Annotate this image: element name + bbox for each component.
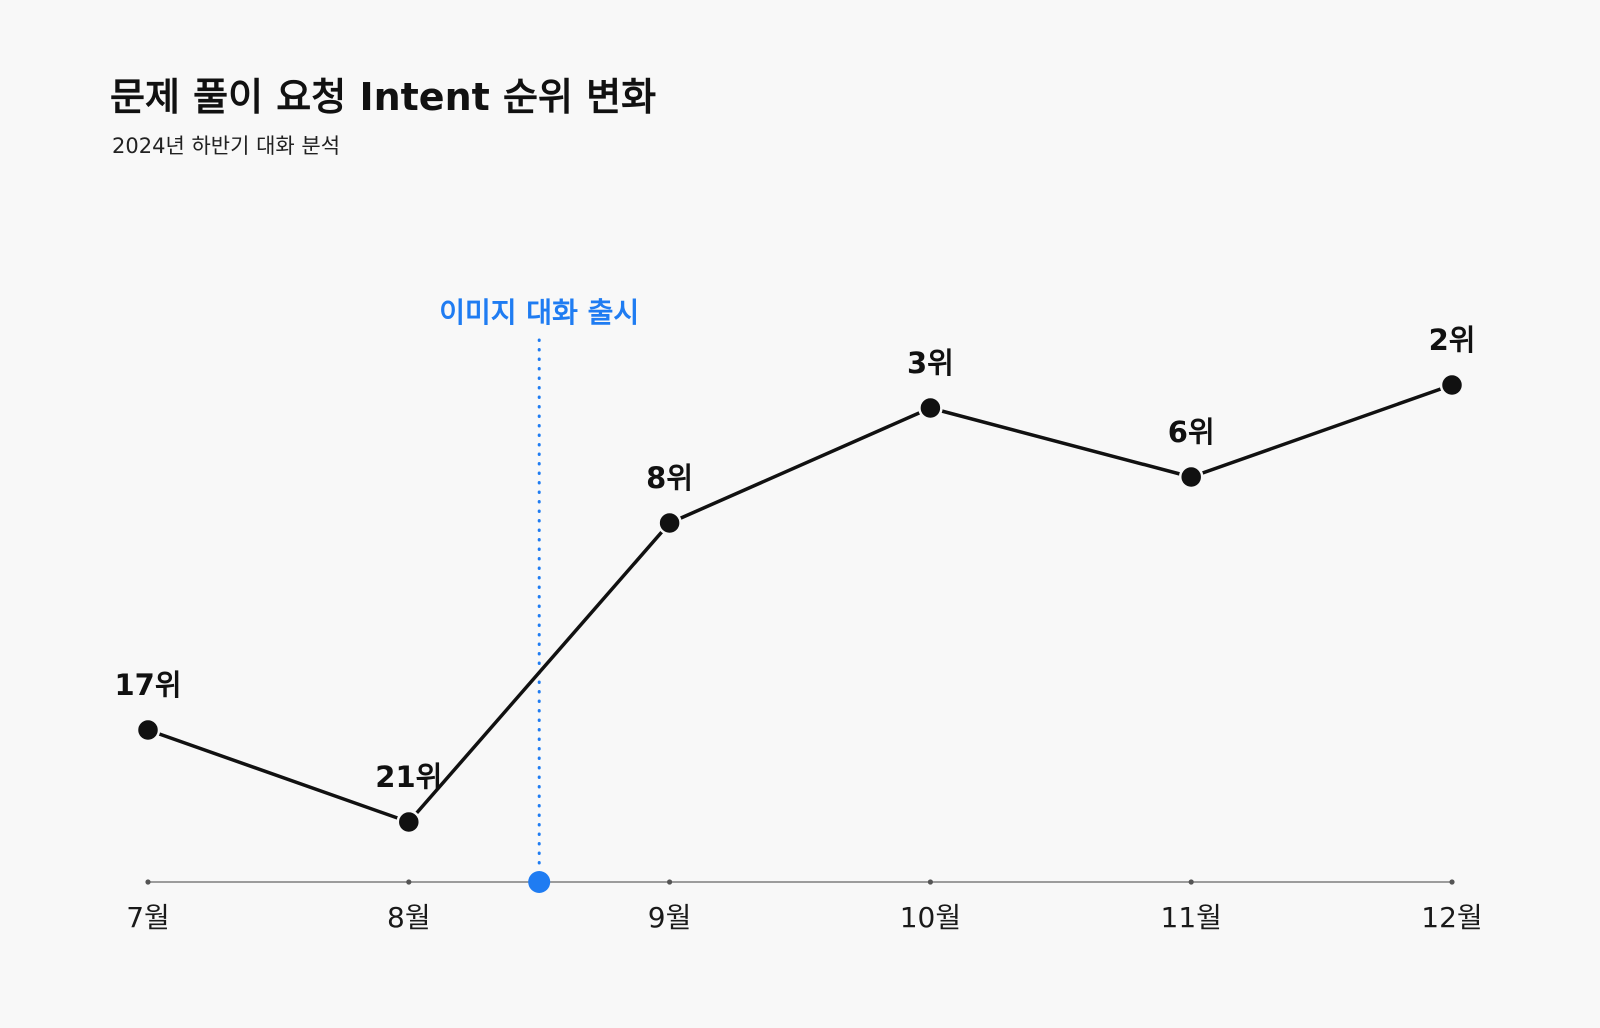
x-tick-label: 8월	[387, 901, 431, 934]
x-axis-labels: 7월 8월 9월 10월 11월 12월	[126, 901, 1482, 934]
x-tick-label: 10월	[900, 901, 961, 934]
x-tick-5	[1188, 879, 1194, 885]
annotation-label: 이미지 대화 출시	[439, 296, 639, 329]
x-tick-4	[927, 879, 934, 885]
x-tick-label: 7월	[126, 901, 170, 934]
data-point	[1439, 372, 1465, 398]
series-line	[146, 383, 1454, 824]
data-point	[918, 395, 943, 421]
chart-title: 문제 풀이 요청 Intent 순위 변화	[110, 75, 657, 119]
annotation-group: 이미지 대화 출시	[439, 296, 639, 893]
data-label: 8위	[646, 461, 693, 495]
x-tick-2	[406, 879, 412, 885]
x-tick-6	[1449, 879, 1455, 885]
x-tick-label: 11월	[1161, 901, 1222, 934]
data-point	[657, 510, 682, 536]
x-tick-1	[145, 879, 151, 885]
data-label: 21위	[375, 760, 442, 794]
data-label: 17위	[114, 668, 181, 702]
x-tick-label: 12월	[1421, 901, 1482, 934]
data-point	[1178, 464, 1204, 490]
data-points	[135, 372, 1465, 835]
data-label: 2위	[1429, 323, 1476, 357]
series-line-group	[146, 383, 1454, 824]
x-tick-label: 9월	[648, 901, 692, 934]
chart-subtitle: 2024년 하반기 대화 분석	[112, 134, 341, 158]
data-label: 3위	[907, 346, 954, 380]
data-point	[396, 809, 422, 835]
x-axis-ticks	[145, 879, 1455, 885]
x-tick-3	[667, 879, 673, 885]
data-label: 6위	[1168, 415, 1215, 449]
data-point	[135, 717, 161, 743]
annotation-marker	[528, 871, 551, 893]
data-labels: 17위 21위 8위 3위 6위 2위	[114, 323, 1475, 794]
